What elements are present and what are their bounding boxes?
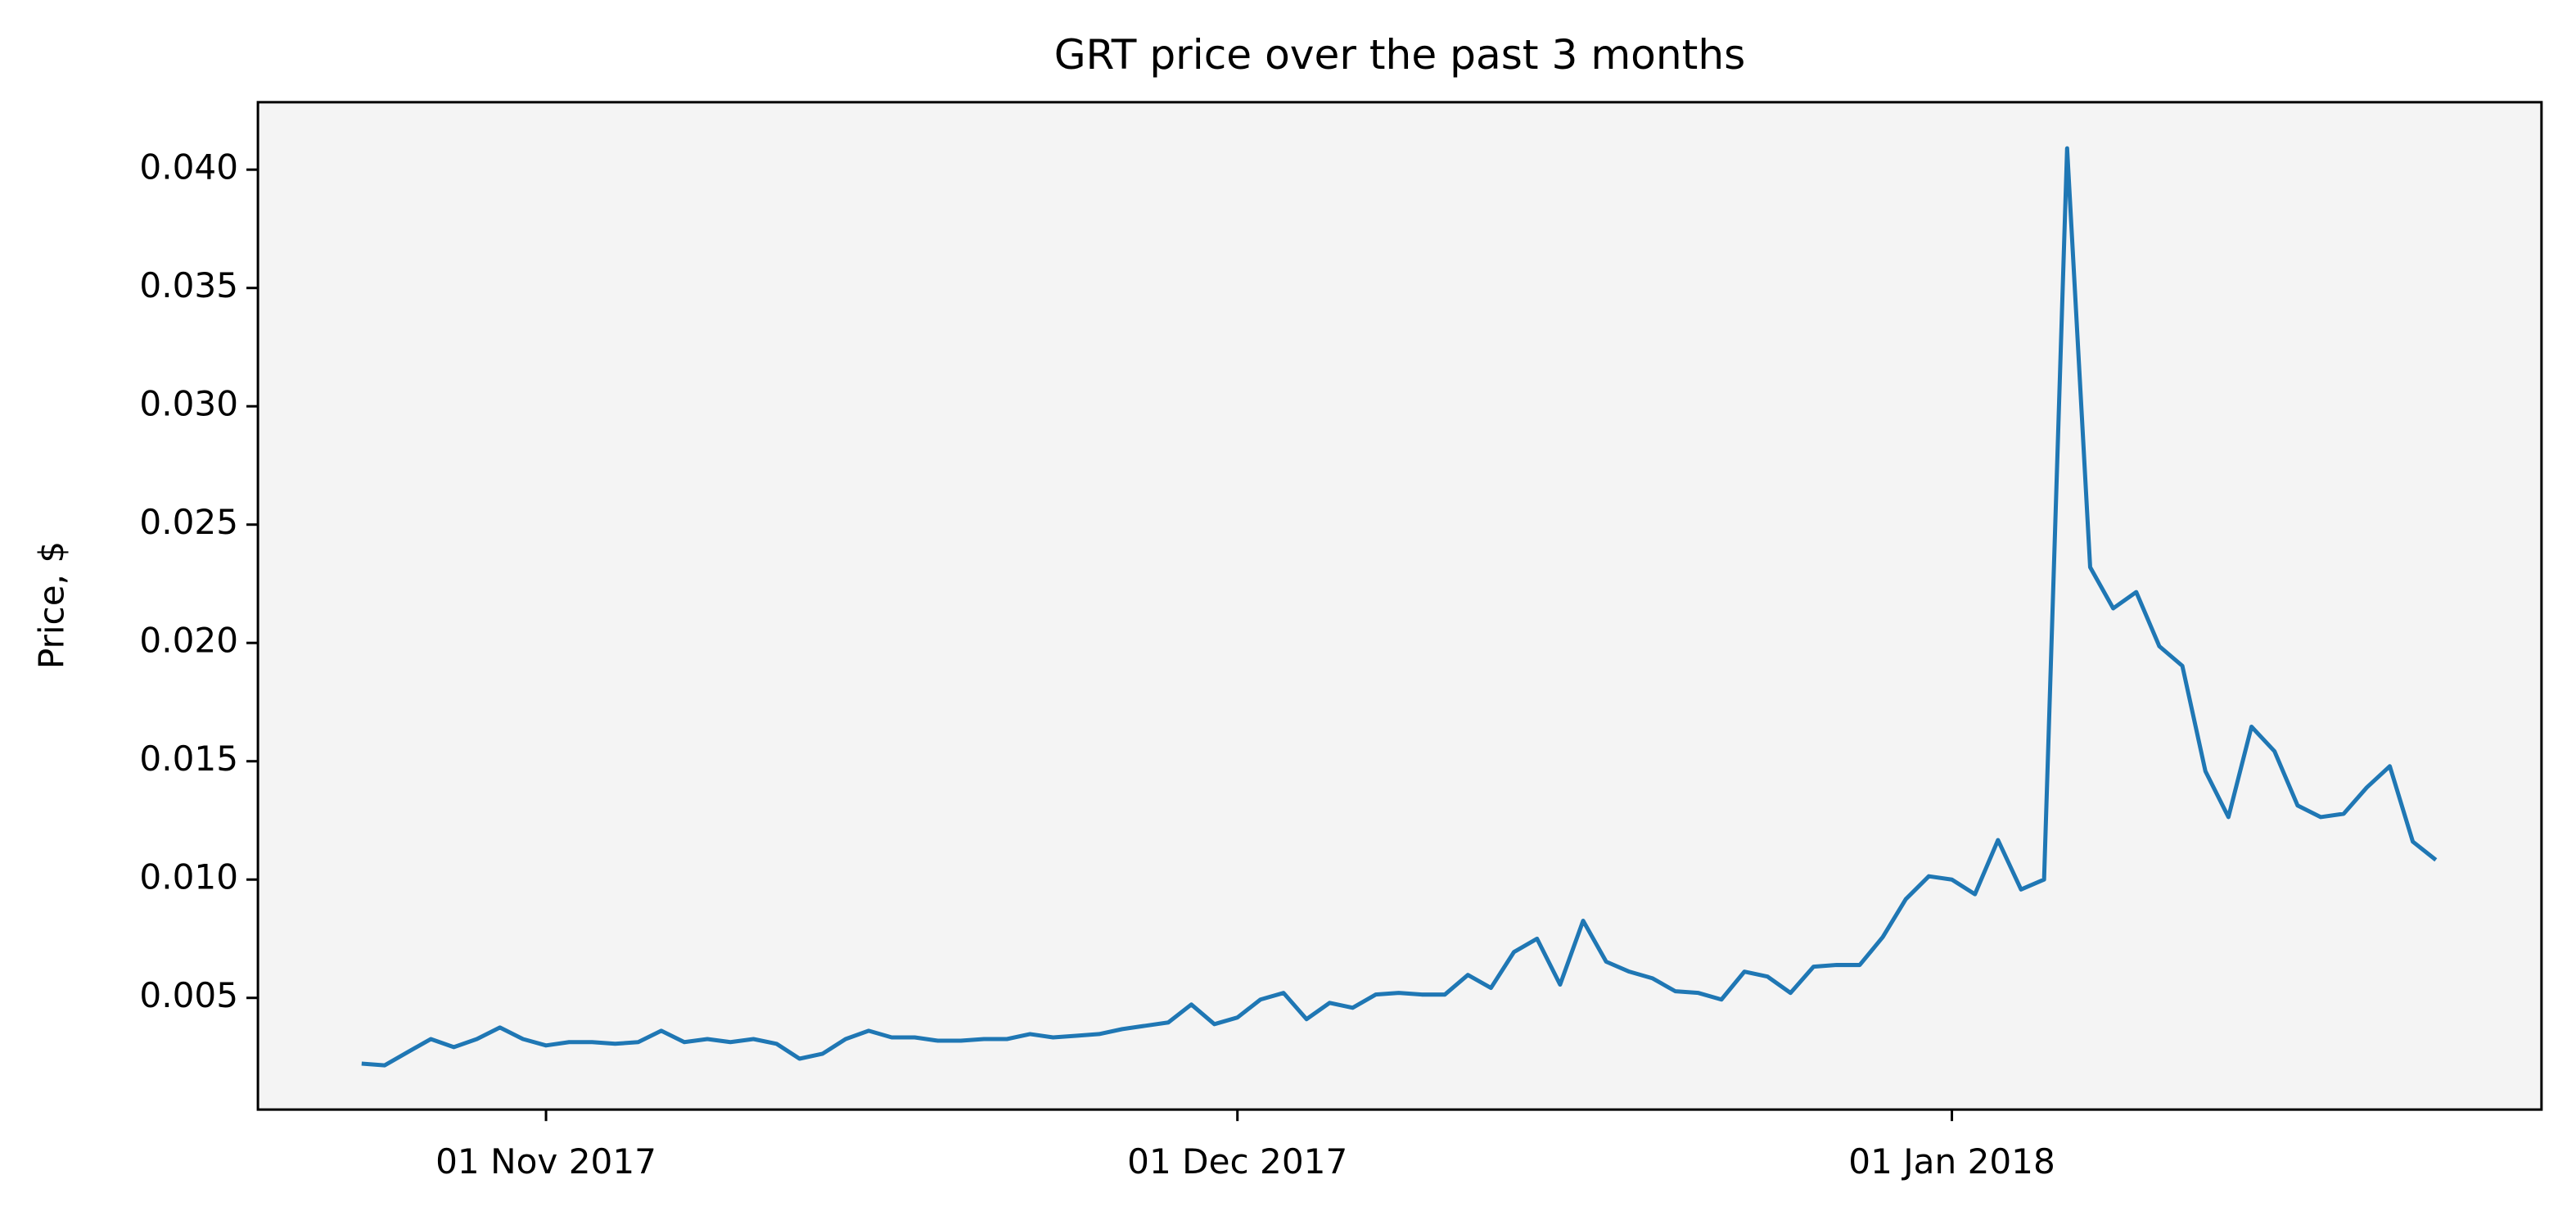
plot-frame <box>256 101 2543 1111</box>
y-tick-label: 0.025 <box>139 502 238 542</box>
y-tick-label: 0.020 <box>139 621 238 661</box>
y-tick-label: 0.040 <box>139 147 238 188</box>
x-tick-label: 01 Dec 2017 <box>1127 1141 1347 1182</box>
y-axis-label: Price, $ <box>32 541 72 669</box>
y-tick-label: 0.005 <box>139 975 238 1015</box>
plot-area <box>258 102 2542 1110</box>
chart-title: GRT price over the past 3 months <box>1054 30 1746 79</box>
x-tick-label: 01 Jan 2018 <box>1848 1141 2055 1182</box>
y-tick-label: 0.010 <box>139 857 238 897</box>
x-tick-label: 01 Nov 2017 <box>435 1141 656 1182</box>
y-tick-label: 0.030 <box>139 384 238 424</box>
y-tick-label: 0.035 <box>139 265 238 305</box>
price-line <box>361 146 2438 1068</box>
y-tick-label: 0.015 <box>139 739 238 779</box>
